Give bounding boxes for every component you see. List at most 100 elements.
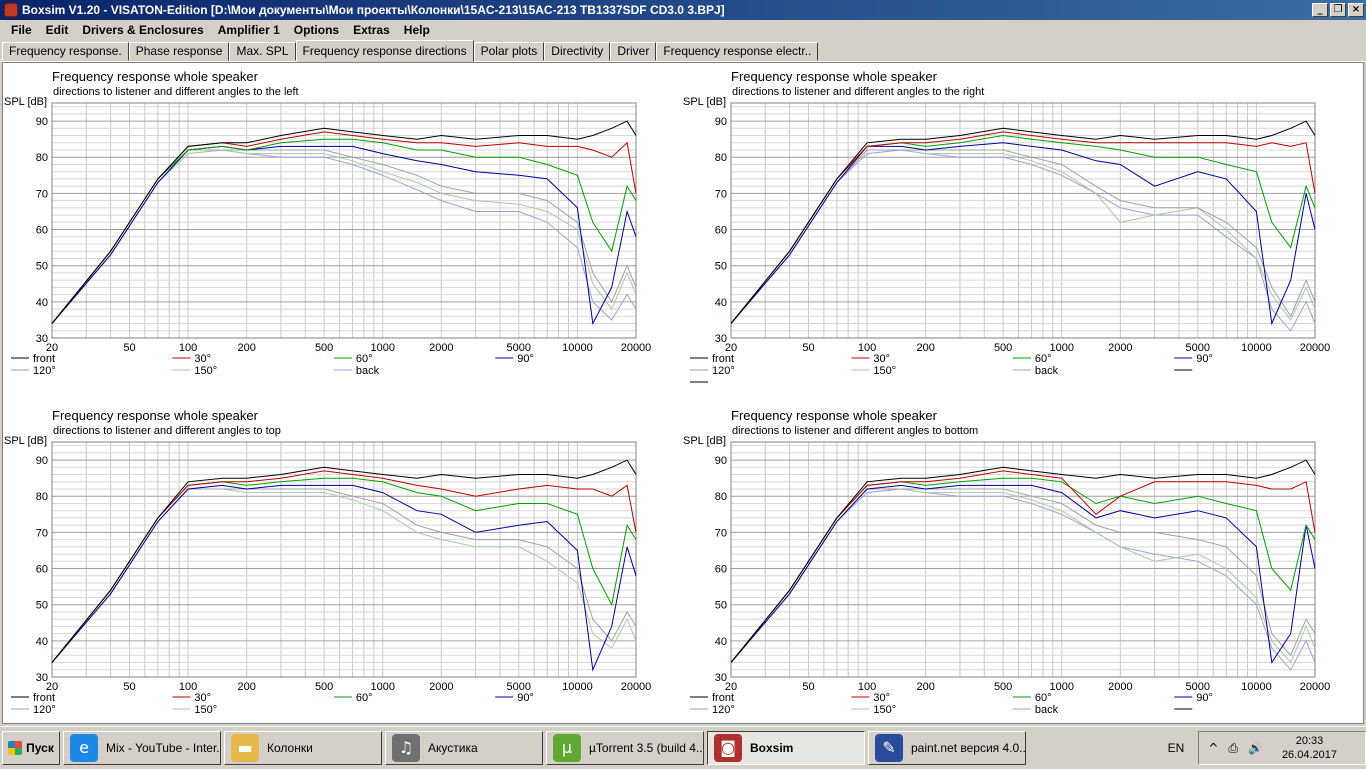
tab-phase-response[interactable]: Phase response: [128, 42, 230, 61]
series-line-90deg: [51, 145, 637, 326]
taskbar-item-boxsim[interactable]: ◙ Boxsim: [707, 730, 865, 765]
series-line-90deg: [730, 484, 1316, 664]
series-line-120deg: [51, 488, 637, 663]
series-line-90deg: [51, 484, 637, 672]
series-line-60deg: [730, 477, 1316, 663]
legend-label: back: [1035, 365, 1059, 377]
chart-title: Frequency response whole speaker: [731, 408, 937, 423]
grid: [51, 442, 637, 678]
chart-panel-right: Frequency response whole speaker directi…: [682, 63, 1364, 393]
tab-frequency-response-electrical[interactable]: Frequency response electr..: [656, 42, 819, 61]
x-tick-label: 1000: [1049, 681, 1073, 693]
taskbar-item-paintnet[interactable]: ✎ paint.net версия 4.0....: [868, 730, 1026, 765]
chart-subtitle: directions to listener and different ang…: [53, 425, 281, 437]
title-bar[interactable]: Boxsim V1.20 - VISATON-Edition [D:\Мои д…: [0, 0, 1366, 20]
restore-button[interactable]: ❐: [1330, 3, 1346, 17]
x-tick-label: 1000: [1049, 342, 1073, 354]
clock[interactable]: 20:33 26.04.2017: [1282, 734, 1337, 762]
taskbar-item-ie[interactable]: e Mix - YouTube - Inter...: [63, 730, 221, 765]
legend-label: 90°: [517, 692, 534, 704]
menu-options[interactable]: Options: [293, 23, 340, 37]
series-line-60deg: [51, 138, 637, 324]
menu-bar: File Edit Drivers & Enclosures Amplifier…: [0, 20, 1366, 40]
tab-frequency-response-directions[interactable]: Frequency response directions: [295, 40, 474, 62]
clock-time: 20:33: [1295, 735, 1324, 747]
series-line-30deg: [51, 470, 637, 663]
legend-label: 30°: [194, 692, 211, 704]
y-tick-label: 90: [36, 116, 48, 128]
frequency-chart-right[interactable]: SPL [dB] 30 40 50 60 70 80 90 20 50 100 200 500 1000 2…: [682, 63, 1364, 393]
legend-label: 150°: [873, 704, 896, 716]
series-line-60deg: [51, 477, 637, 663]
series-line-150deg: [51, 149, 637, 324]
frequency-chart-top[interactable]: SPL [dB] 30 40 50 60 70 80 90 20 50 100 200 500 1000 2…: [3, 402, 683, 724]
menu-amplifier[interactable]: Amplifier 1: [217, 23, 280, 37]
series-line-back: [730, 149, 1316, 332]
tab-max-spl[interactable]: Max. SPL: [229, 42, 296, 61]
network-icon[interactable]: ⎙: [1228, 740, 1238, 755]
x-tick-label: 2000: [429, 342, 453, 354]
grid: [51, 103, 637, 339]
y-tick-label: 30: [36, 672, 48, 684]
speaker-icon: ♫: [392, 733, 420, 762]
start-button[interactable]: Пуск: [2, 730, 60, 765]
legend-label: 90°: [517, 353, 534, 365]
menu-file[interactable]: File: [11, 23, 32, 37]
taskbar-item-utorrent[interactable]: µ µTorrent 3.5 (build 4...: [546, 730, 704, 765]
tab-directivity[interactable]: Directivity: [544, 42, 611, 61]
legend-label: 150°: [873, 365, 896, 377]
close-button[interactable]: ×: [1348, 3, 1364, 17]
x-tick-label: 10000: [562, 681, 593, 693]
volume-icon[interactable]: 🔊: [1247, 741, 1263, 755]
tab-frequency-response[interactable]: Frequency response.: [2, 42, 129, 61]
series-line-back: [730, 488, 1316, 671]
tab-polar-plots[interactable]: Polar plots: [473, 42, 545, 61]
menu-edit[interactable]: Edit: [45, 23, 69, 37]
legend-label: back: [1035, 704, 1059, 716]
x-tick-label: 20000: [621, 342, 652, 354]
series-line-front: [51, 459, 637, 663]
y-tick-label: 70: [36, 527, 48, 539]
frequency-chart-bottom[interactable]: SPL [dB] 30 40 50 60 70 80 90 20 50 100 200 500 1000 2…: [682, 402, 1364, 724]
frequency-chart-left[interactable]: SPL [dB] 30 40 50 60 70 80 90 20 50 100 200 500 1000 2…: [3, 63, 683, 393]
boxsim-icon: ◙: [714, 733, 742, 762]
legend-label: front: [33, 353, 55, 365]
y-tick-label: 50: [36, 600, 48, 612]
show-hidden-icons-icon[interactable]: ^: [1208, 741, 1219, 755]
notification-area: ^ ⎙ 🔊 20:33 26.04.2017: [1198, 731, 1366, 765]
legend-label: 60°: [1035, 692, 1052, 704]
minimize-button[interactable]: _: [1312, 3, 1328, 17]
y-tick-label: 70: [715, 527, 727, 539]
legend-label: 120°: [712, 365, 735, 377]
show-desktop-button[interactable]: [1347, 731, 1361, 765]
legend-label: 60°: [356, 692, 373, 704]
y-tick-label: 60: [36, 564, 48, 576]
legend-label: 120°: [712, 704, 735, 716]
tab-driver[interactable]: Driver: [610, 42, 657, 61]
language-indicator[interactable]: EN: [1167, 741, 1185, 755]
legend-label: back: [356, 365, 380, 377]
y-tick-label: 60: [715, 564, 727, 576]
menu-drivers-enclosures[interactable]: Drivers & Enclosures: [82, 23, 204, 37]
series-line-120deg: [730, 488, 1316, 663]
plot-frame: [51, 102, 637, 339]
chart-subtitle: directions to listener and different ang…: [732, 425, 979, 437]
x-tick-label: 10000: [1241, 342, 1272, 354]
window-title: Boxsim V1.20 - VISATON-Edition [D:\Мои д…: [22, 3, 725, 17]
x-tick-label: 20000: [1300, 342, 1331, 354]
x-tick-label: 2000: [429, 681, 453, 693]
taskbar-item-akustika[interactable]: ♫ Акустика: [385, 730, 543, 765]
y-tick-label: 70: [715, 188, 727, 200]
y-axis-label: SPL [dB]: [4, 435, 47, 447]
x-tick-label: 5000: [507, 342, 531, 354]
x-tick-label: 5000: [1186, 681, 1210, 693]
boxsim-app-icon[interactable]: [4, 3, 18, 17]
series-line-90deg: [730, 142, 1316, 326]
menu-extras[interactable]: Extras: [353, 23, 390, 37]
internet-explorer-icon: e: [70, 733, 98, 762]
y-tick-label: 40: [715, 636, 727, 648]
menu-help[interactable]: Help: [403, 23, 430, 37]
taskbar-item-folder[interactable]: ▬ Колонки: [224, 730, 382, 765]
x-tick-label: 50: [123, 681, 135, 693]
x-tick-label: 200: [237, 342, 255, 354]
